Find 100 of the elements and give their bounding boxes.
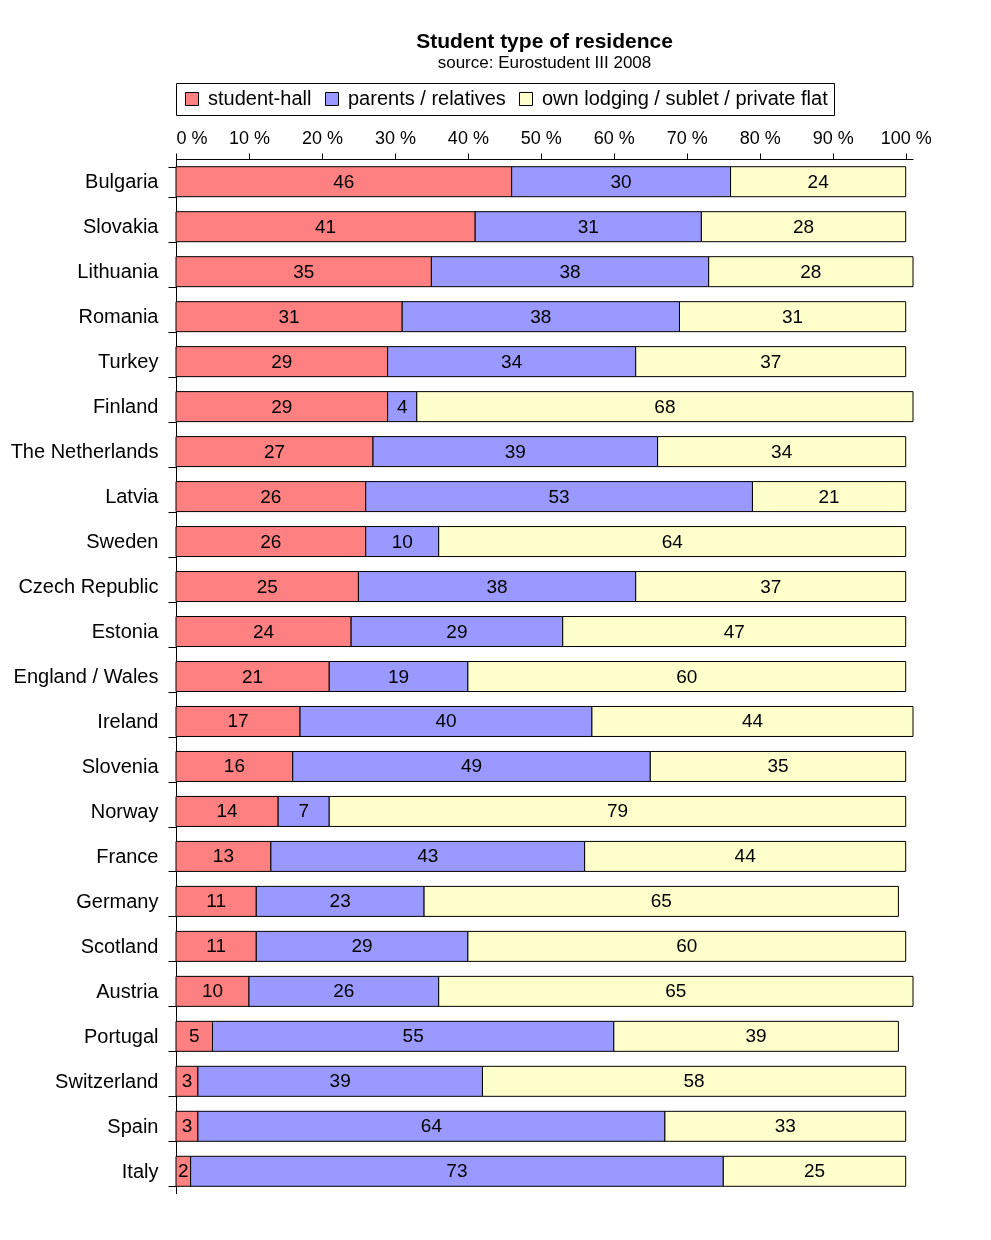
chart-title: Student type of residence [416, 28, 673, 52]
data-label: 25 [256, 575, 278, 597]
data-label: 39 [745, 1025, 767, 1047]
data-label: 58 [683, 1070, 705, 1092]
data-label: 17 [227, 710, 249, 732]
data-label: 38 [486, 575, 508, 597]
data-label: 28 [800, 260, 822, 282]
data-label: 44 [741, 710, 764, 732]
x-tick-label: 80 % [739, 127, 781, 148]
data-label: 26 [333, 980, 355, 1002]
data-label: 23 [329, 890, 351, 912]
data-label: 40 [435, 710, 457, 732]
x-tick-label: 30 % [374, 127, 416, 148]
chart-subtitle: source: Eurostudent III 2008 [437, 52, 652, 72]
data-label: 33 [774, 1115, 796, 1137]
data-label: 29 [271, 350, 293, 372]
data-label: 29 [446, 620, 468, 642]
y-tick-label: Turkey [98, 350, 159, 373]
data-label: 10 [391, 530, 413, 552]
data-label: 24 [252, 620, 275, 642]
data-label: 11 [206, 890, 226, 912]
data-label: 31 [782, 305, 804, 327]
data-label: 79 [606, 800, 629, 822]
data-label: 5 [188, 1025, 200, 1047]
data-label: 55 [402, 1025, 424, 1047]
y-tick-label: Romania [78, 305, 160, 328]
y-tick-label: Germany [76, 889, 159, 912]
x-tick-label: 90 % [812, 127, 854, 148]
data-label: 13 [212, 845, 234, 867]
data-label: 29 [271, 395, 293, 417]
data-label: 7 [298, 800, 309, 822]
data-label: 47 [723, 620, 745, 642]
data-label: 3 [181, 1115, 193, 1137]
data-label: 60 [676, 935, 698, 957]
legend-label: parents / relatives [348, 87, 506, 109]
y-tick-label: France [96, 844, 159, 867]
data-label: 26 [260, 530, 282, 552]
data-label: 3 [181, 1070, 193, 1092]
y-tick-label: Lithuania [77, 260, 160, 283]
y-tick-label: Norway [90, 799, 159, 822]
data-label: 65 [650, 890, 672, 912]
data-label: 37 [760, 350, 782, 372]
y-tick-label: Switzerland [55, 1069, 159, 1092]
data-label: 4 [396, 395, 408, 417]
data-label: 64 [661, 530, 684, 552]
data-label: 19 [387, 665, 410, 687]
data-label: 21 [242, 665, 264, 687]
data-label: 34 [501, 350, 523, 372]
data-label: 29 [351, 935, 373, 957]
data-label: 16 [223, 755, 245, 777]
data-label: 44 [734, 845, 757, 867]
x-tick-label: 0 % [176, 127, 208, 148]
data-label: 41 [315, 215, 337, 237]
x-tick-label: 100 % [880, 127, 932, 148]
x-tick-label: 50 % [520, 127, 562, 148]
y-tick-label: Italy [121, 1159, 159, 1182]
data-label: 27 [263, 440, 286, 462]
legend-label: own lodging / sublet / private flat [542, 87, 829, 109]
data-label: 73 [446, 1160, 468, 1182]
data-label: 24 [807, 170, 830, 192]
data-label: 21 [818, 485, 840, 507]
data-label: 38 [530, 305, 552, 327]
y-tick-label: Austria [96, 979, 160, 1002]
y-tick-label: Spain [107, 1114, 159, 1137]
data-label: 11 [206, 935, 226, 957]
y-tick-label: Finland [92, 395, 159, 418]
data-label: 60 [676, 665, 698, 687]
y-tick-label: The Netherlands [10, 440, 159, 463]
data-label: 34 [771, 440, 793, 462]
y-tick-label: Slovenia [81, 754, 160, 777]
data-label: 26 [260, 485, 282, 507]
y-tick-label: Slovakia [82, 215, 160, 238]
data-label: 43 [417, 845, 439, 867]
data-label: 39 [329, 1070, 351, 1092]
y-tick-label: Estonia [91, 620, 160, 643]
y-tick-label: Ireland [97, 709, 159, 732]
data-label: 53 [548, 485, 570, 507]
legend-label: student-hall [208, 87, 312, 109]
data-label: 64 [420, 1115, 443, 1137]
x-tick-label: 40 % [447, 127, 489, 148]
data-label: 35 [767, 755, 789, 777]
data-label: 46 [333, 170, 355, 192]
data-label: 35 [293, 260, 315, 282]
data-label: 68 [654, 395, 676, 417]
y-tick-label: Czech Republic [18, 575, 159, 598]
data-label: 65 [665, 980, 687, 1002]
data-label: 31 [577, 215, 599, 237]
data-label: 25 [803, 1160, 826, 1182]
y-tick-label: Portugal [84, 1024, 159, 1047]
data-label: 2 [178, 1160, 189, 1182]
data-label: 37 [760, 575, 782, 597]
data-label: 39 [504, 440, 526, 462]
data-label: 30 [610, 170, 632, 192]
y-tick-label: Bulgaria [85, 170, 160, 193]
data-label: 28 [792, 215, 815, 237]
data-label: 49 [460, 755, 483, 777]
data-label: 10 [201, 980, 224, 1002]
x-tick-label: 70 % [666, 127, 708, 148]
y-tick-label: Scotland [80, 934, 159, 957]
y-tick-label: Sweden [86, 530, 159, 553]
